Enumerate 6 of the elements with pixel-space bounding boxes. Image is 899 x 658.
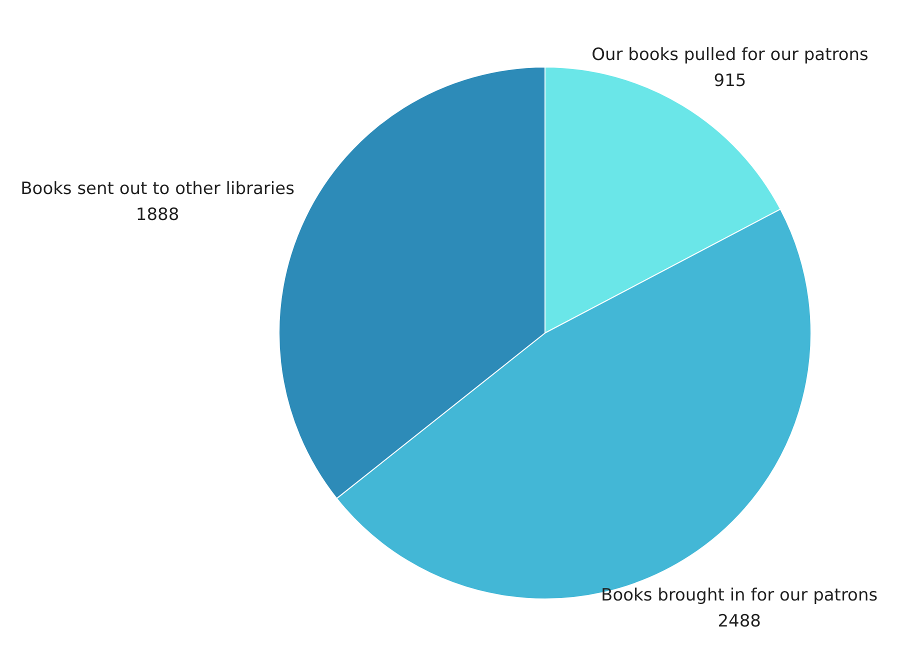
data-label: 2488: [718, 611, 761, 632]
data-label: 1888: [136, 205, 180, 226]
slice-label: Books sent out to other libraries: [20, 179, 295, 200]
data-label: 915: [714, 70, 746, 91]
slice-label: Our books pulled for our patrons: [592, 44, 869, 65]
slice-label: Books brought in for our patrons: [601, 585, 878, 606]
